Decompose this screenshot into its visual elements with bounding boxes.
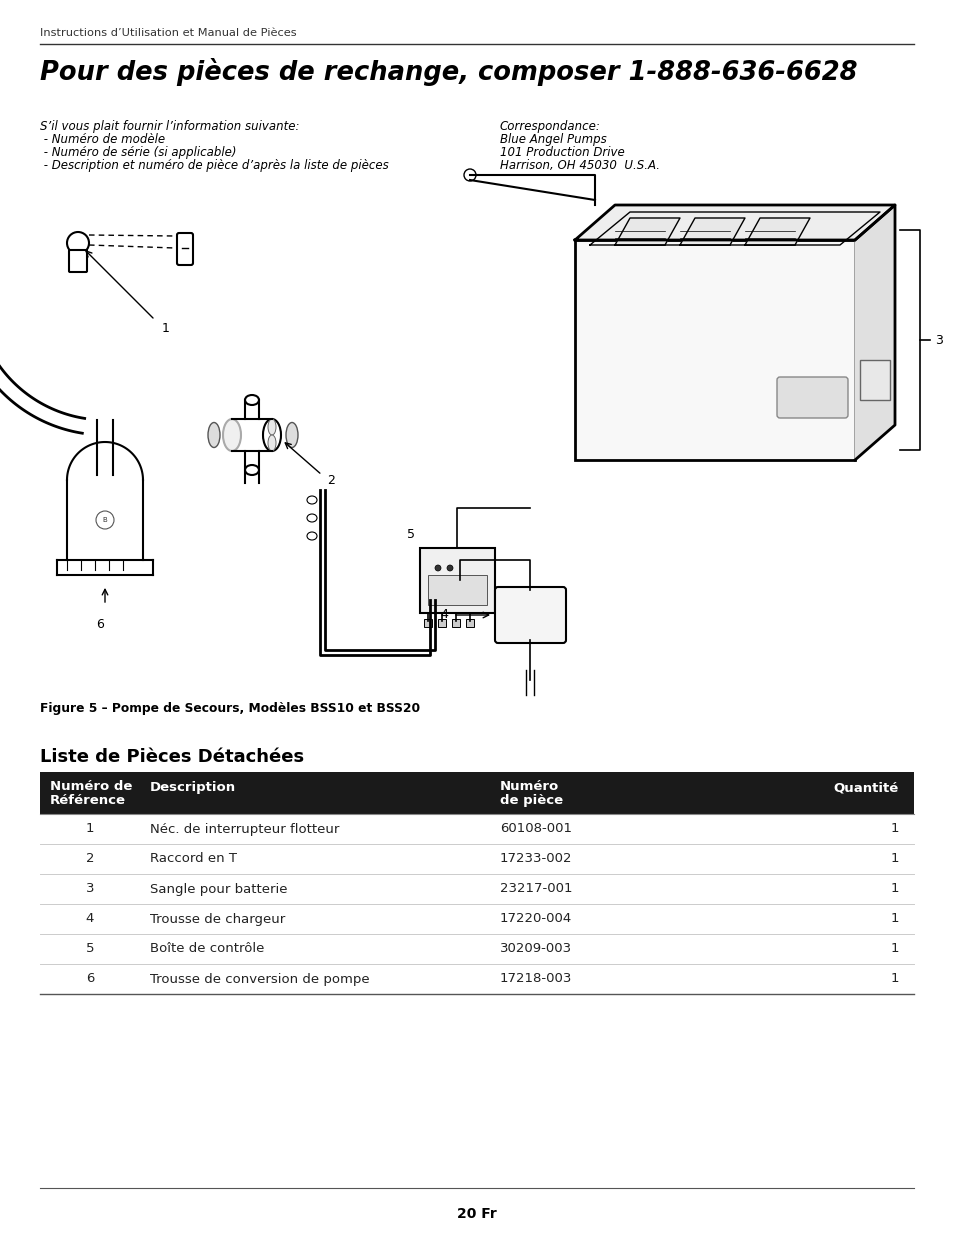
FancyBboxPatch shape	[423, 619, 432, 627]
Text: - Description et numéro de pièce d’après la liste de pièces: - Description et numéro de pièce d’après…	[40, 159, 388, 172]
Text: 1: 1	[889, 913, 898, 925]
FancyBboxPatch shape	[465, 619, 474, 627]
Text: 5: 5	[86, 942, 94, 956]
Polygon shape	[744, 219, 809, 245]
FancyBboxPatch shape	[495, 587, 565, 643]
Text: Trousse de chargeur: Trousse de chargeur	[150, 913, 285, 925]
FancyBboxPatch shape	[452, 619, 459, 627]
Text: 101 Production Drive: 101 Production Drive	[499, 146, 624, 159]
FancyBboxPatch shape	[419, 548, 495, 613]
Text: B: B	[103, 517, 108, 522]
FancyBboxPatch shape	[776, 377, 847, 417]
Polygon shape	[575, 205, 894, 240]
Text: Description: Description	[150, 782, 236, 794]
Text: 4: 4	[86, 913, 94, 925]
Ellipse shape	[463, 169, 476, 182]
Text: 17233-002: 17233-002	[499, 852, 572, 866]
Ellipse shape	[96, 511, 113, 529]
Ellipse shape	[286, 422, 297, 447]
Text: 17220-004: 17220-004	[499, 913, 572, 925]
Text: Référence: Référence	[50, 794, 126, 806]
Text: 60108-001: 60108-001	[499, 823, 572, 836]
Text: Instructions d’Utilisation et Manual de Pièces: Instructions d’Utilisation et Manual de …	[40, 28, 296, 38]
Ellipse shape	[447, 564, 453, 571]
Text: Néc. de interrupteur flotteur: Néc. de interrupteur flotteur	[150, 823, 339, 836]
Text: Trousse de conversion de pompe: Trousse de conversion de pompe	[150, 972, 369, 986]
Text: 17218-003: 17218-003	[499, 972, 572, 986]
Text: Blue Angel Pumps: Blue Angel Pumps	[499, 133, 606, 146]
Ellipse shape	[245, 395, 258, 405]
Text: Boîte de contrôle: Boîte de contrôle	[150, 942, 264, 956]
Ellipse shape	[263, 419, 281, 451]
Text: - Numéro de série (si applicable): - Numéro de série (si applicable)	[40, 146, 236, 159]
Text: 3: 3	[86, 883, 94, 895]
Ellipse shape	[435, 564, 440, 571]
Text: 23217-001: 23217-001	[499, 883, 572, 895]
FancyBboxPatch shape	[437, 619, 446, 627]
Ellipse shape	[245, 466, 258, 475]
Text: 2: 2	[327, 473, 335, 487]
FancyBboxPatch shape	[859, 359, 889, 400]
Text: Numéro de: Numéro de	[50, 781, 132, 793]
Text: Liste de Pièces Détachées: Liste de Pièces Détachées	[40, 748, 304, 766]
Text: 1: 1	[889, 823, 898, 836]
Text: 1: 1	[889, 942, 898, 956]
Text: 6: 6	[86, 972, 94, 986]
Text: 1: 1	[162, 321, 170, 335]
Text: 1: 1	[889, 972, 898, 986]
Ellipse shape	[268, 435, 275, 451]
Ellipse shape	[307, 514, 316, 522]
Text: Pour des pièces de rechange, composer 1-888-636-6628: Pour des pièces de rechange, composer 1-…	[40, 58, 857, 86]
Text: S’il vous plait fournir l’information suivante:: S’il vous plait fournir l’information su…	[40, 120, 299, 133]
FancyBboxPatch shape	[69, 249, 87, 272]
Text: 20 Fr: 20 Fr	[456, 1207, 497, 1221]
Polygon shape	[679, 219, 744, 245]
FancyBboxPatch shape	[177, 233, 193, 266]
Text: Sangle pour batterie: Sangle pour batterie	[150, 883, 287, 895]
Text: 6: 6	[96, 618, 104, 631]
Ellipse shape	[223, 419, 241, 451]
Text: Correspondance:: Correspondance:	[499, 120, 600, 133]
Text: 1: 1	[889, 852, 898, 866]
FancyBboxPatch shape	[575, 240, 854, 459]
Text: Numéro: Numéro	[499, 781, 558, 793]
Text: 2: 2	[86, 852, 94, 866]
Ellipse shape	[67, 232, 89, 254]
Text: 30209-003: 30209-003	[499, 942, 572, 956]
Polygon shape	[615, 219, 679, 245]
Ellipse shape	[307, 532, 316, 540]
Text: Raccord en T: Raccord en T	[150, 852, 236, 866]
Polygon shape	[854, 205, 894, 459]
Text: 3: 3	[934, 333, 942, 347]
FancyBboxPatch shape	[40, 772, 913, 814]
Text: 1: 1	[889, 883, 898, 895]
FancyBboxPatch shape	[428, 576, 486, 605]
Ellipse shape	[208, 422, 220, 447]
Text: 1: 1	[86, 823, 94, 836]
Text: de pièce: de pièce	[499, 794, 562, 806]
Text: Quantité: Quantité	[833, 782, 898, 794]
Text: Figure 5 – Pompe de Secours, Modèles BSS10 et BSS20: Figure 5 – Pompe de Secours, Modèles BSS…	[40, 701, 419, 715]
Text: - Numéro de modèle: - Numéro de modèle	[40, 133, 165, 146]
Text: Harrison, OH 45030  U.S.A.: Harrison, OH 45030 U.S.A.	[499, 159, 659, 172]
Text: 4: 4	[439, 609, 448, 621]
Ellipse shape	[268, 419, 275, 435]
Text: 5: 5	[407, 529, 415, 541]
Ellipse shape	[307, 496, 316, 504]
